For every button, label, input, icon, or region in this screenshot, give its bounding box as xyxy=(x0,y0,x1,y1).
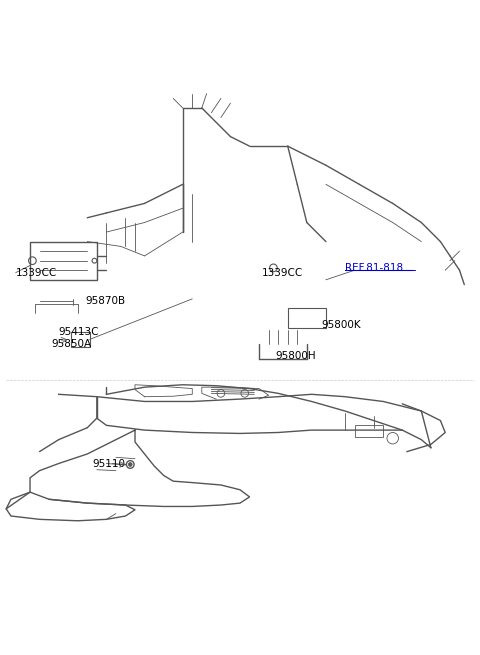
Text: 95870B: 95870B xyxy=(85,296,125,307)
Text: 1339CC: 1339CC xyxy=(16,268,57,278)
Text: 95413C: 95413C xyxy=(59,328,99,337)
Text: 95800K: 95800K xyxy=(321,320,361,330)
Text: 95850A: 95850A xyxy=(51,339,92,349)
FancyBboxPatch shape xyxy=(355,425,383,438)
Text: 95110: 95110 xyxy=(92,458,125,468)
FancyBboxPatch shape xyxy=(30,242,97,280)
Text: 1339CC: 1339CC xyxy=(262,268,303,278)
Text: 95800H: 95800H xyxy=(276,351,316,361)
Text: REF.81-818: REF.81-818 xyxy=(345,263,403,273)
FancyBboxPatch shape xyxy=(71,332,90,346)
FancyBboxPatch shape xyxy=(288,309,326,328)
Circle shape xyxy=(128,462,132,466)
